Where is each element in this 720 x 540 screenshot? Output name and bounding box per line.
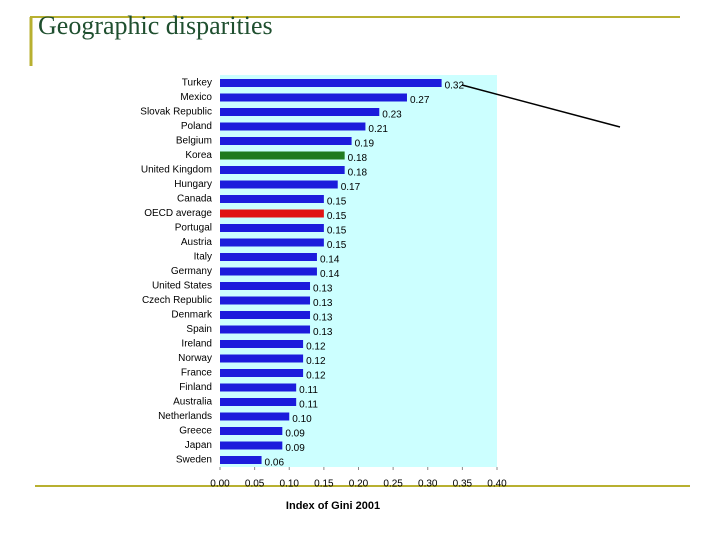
y-tick-label: Finland: [179, 382, 212, 393]
data-label: 0.21: [368, 124, 388, 135]
bar: [220, 122, 366, 131]
y-tick-label: Sweden: [176, 455, 212, 466]
data-label: 0.15: [327, 197, 347, 208]
bar: [220, 180, 338, 189]
chart: 0.00 0.05 0.10 0.15 0.20 0.25 0.30 0.35 0.40 Turk…: [140, 78, 507, 490]
data-label: 0.27: [410, 95, 430, 106]
y-tick-label: Portugal: [175, 223, 212, 234]
bar: [220, 311, 311, 319]
data-label: 0.12: [306, 342, 326, 353]
data-label: 0.12: [306, 371, 326, 382]
data-label: 0.13: [313, 327, 333, 338]
x-tick-label: 0.00: [210, 479, 230, 490]
bar: [220, 253, 317, 261]
bar: [220, 93, 407, 102]
data-label: 0.13: [313, 313, 333, 324]
data-label: 0.17: [341, 182, 361, 193]
y-tick-label: Italy: [194, 252, 212, 263]
y-tick-label: Austria: [181, 237, 213, 248]
y-tick-label: Greece: [179, 426, 212, 437]
data-label: 0.12: [306, 356, 326, 367]
y-tick-label: Turkey: [182, 78, 212, 89]
bar: [220, 456, 262, 464]
y-tick-label: Belgium: [176, 136, 212, 147]
y-tick-label: OECD average: [144, 208, 212, 219]
bar: [220, 296, 311, 305]
data-label: 0.15: [327, 226, 347, 237]
bar: [220, 267, 317, 276]
x-tick-label: 0.10: [280, 479, 300, 490]
bar: [220, 209, 324, 218]
data-label: 0.06: [265, 458, 285, 469]
bar: [220, 137, 352, 145]
data-label: 0.23: [382, 110, 402, 121]
y-tick-label: Spain: [186, 324, 212, 335]
x-tick-label: 0.15: [314, 479, 334, 490]
data-label: 0.32: [445, 81, 465, 92]
bar: [220, 340, 304, 348]
bar: [220, 398, 297, 406]
bar: [220, 195, 324, 203]
data-label: 0.11: [299, 385, 318, 396]
x-axis-label: Index of Gini 2001: [286, 500, 380, 512]
y-tick-label: Czech Republic: [142, 295, 212, 306]
bar: [220, 441, 283, 450]
y-tick-label: Australia: [173, 397, 212, 408]
bar: [220, 108, 380, 116]
data-label: 0.19: [355, 139, 375, 150]
data-label: 0.13: [313, 298, 333, 309]
y-tick-label: Hungary: [174, 179, 212, 190]
y-tick-label: Ireland: [181, 339, 212, 350]
pointer-line: [461, 84, 621, 128]
y-tick-label: Denmark: [171, 310, 213, 321]
y-tick-label: United States: [152, 281, 212, 292]
y-tick-label: Norway: [178, 353, 212, 364]
y-tick-label: Mexico: [180, 92, 212, 103]
data-label: 0.18: [348, 168, 368, 179]
bar: [220, 282, 311, 290]
data-label: 0.14: [320, 269, 340, 280]
data-label: 0.13: [313, 284, 333, 295]
y-tick-label: Korea: [185, 150, 212, 161]
x-tick-label: 0.20: [349, 479, 369, 490]
chart-title: Geographic disparities: [38, 11, 273, 40]
bar: [220, 427, 283, 435]
bar: [220, 369, 304, 377]
y-tick-label: Japan: [185, 440, 212, 451]
x-tick-label: 0.25: [383, 479, 403, 490]
data-label: 0.15: [327, 211, 347, 222]
data-label: 0.15: [327, 240, 347, 251]
data-label: 0.14: [320, 255, 340, 266]
bar: [220, 151, 345, 160]
data-label: 0.18: [348, 153, 368, 164]
y-tick-label: Canada: [177, 194, 212, 205]
y-tick-label: France: [181, 368, 213, 379]
bar: [220, 383, 297, 392]
bar: [220, 224, 324, 232]
y-tick-label: Netherlands: [158, 411, 212, 422]
data-label: 0.09: [285, 429, 305, 440]
bar: [220, 166, 345, 174]
y-tick-label: United Kingdom: [141, 165, 212, 176]
bar: [220, 354, 304, 363]
y-tick-label: Poland: [181, 121, 212, 132]
bar: [220, 325, 311, 334]
x-tick-label: 0.40: [487, 479, 507, 490]
bar: [220, 238, 324, 247]
x-tick-label: 0.05: [245, 479, 265, 490]
x-tick-label: 0.35: [453, 479, 473, 490]
bar: [220, 79, 442, 87]
data-label: 0.10: [292, 414, 312, 425]
y-tick-label: Slovak Republic: [140, 107, 212, 118]
data-label: 0.09: [285, 443, 305, 454]
data-label: 0.11: [299, 400, 318, 411]
bar: [220, 412, 290, 421]
x-tick-label: 0.30: [418, 479, 438, 490]
y-tick-label: Germany: [171, 266, 212, 277]
